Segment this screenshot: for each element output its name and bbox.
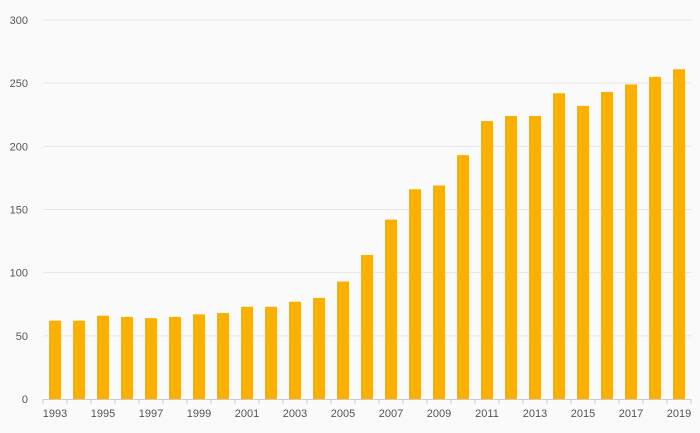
bar-2009 (433, 185, 445, 399)
bar-series (49, 69, 685, 400)
y-tick-label: 150 (10, 205, 28, 217)
bar-1996 (121, 316, 133, 399)
bar-1997 (145, 318, 157, 399)
y-tick-label: 250 (10, 78, 28, 90)
x-tick-label: 2005 (331, 408, 355, 420)
bar-2006 (361, 254, 373, 399)
x-tick-label: 2017 (619, 408, 643, 420)
bar-2016 (601, 92, 613, 399)
x-tick-label: 1999 (187, 408, 211, 420)
bar-1994 (73, 320, 85, 399)
bar-2005 (337, 281, 349, 399)
bar-1995 (97, 315, 109, 399)
bar-1993 (49, 320, 61, 399)
bar-2001 (241, 306, 253, 399)
y-axis-tick-labels: 0 50 100 150 200 250 300 (10, 15, 28, 406)
y-tick-label: 200 (10, 141, 28, 153)
bar-2002 (265, 306, 277, 399)
bar-2013 (529, 116, 541, 399)
x-tick-label: 2011 (475, 408, 499, 420)
y-tick-label: 0 (22, 394, 28, 406)
x-tick-label: 2019 (667, 408, 691, 420)
x-tick-label: 2003 (283, 408, 307, 420)
bar-1998 (169, 316, 181, 399)
bar-2015 (577, 105, 589, 399)
x-tick-label: 1997 (139, 408, 163, 420)
bar-1999 (193, 314, 205, 399)
bar-2007 (385, 219, 397, 399)
x-tick-label: 2007 (379, 408, 403, 420)
bar-2000 (217, 313, 229, 399)
x-tick-label: 2015 (571, 408, 595, 420)
y-tick-label: 300 (10, 15, 28, 27)
bar-2011 (481, 121, 493, 400)
bar-2017 (625, 84, 637, 400)
x-tick-label: 2013 (523, 408, 547, 420)
x-tick-label: 2001 (235, 408, 259, 420)
y-tick-label: 100 (10, 268, 28, 280)
bar-2003 (289, 301, 301, 399)
y-tick-label: 50 (16, 331, 28, 343)
x-tick-label: 1993 (43, 408, 67, 420)
x-axis: 1993 1995 1997 1999 2001 2003 2005 2007 2009 2011… (42, 399, 692, 420)
bar-2018 (649, 76, 661, 399)
bar-2019 (673, 69, 685, 400)
bar-2014 (553, 93, 565, 400)
bar-2008 (409, 189, 421, 399)
bar-2004 (313, 297, 325, 399)
x-tick-label: 1995 (91, 408, 115, 420)
x-tick-label: 2009 (427, 408, 451, 420)
bar-2010 (457, 155, 469, 399)
bar-2012 (505, 116, 517, 399)
